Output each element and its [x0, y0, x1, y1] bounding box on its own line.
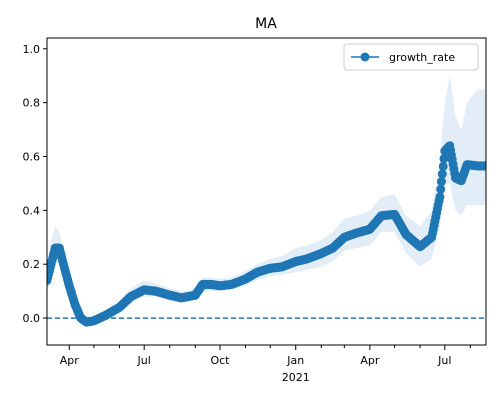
legend-dot-marker	[360, 52, 370, 62]
x-tick-label: Apr	[60, 354, 80, 367]
x-tick-label: Oct	[210, 354, 230, 367]
legend: growth_rate	[343, 43, 479, 71]
data-point	[439, 154, 449, 164]
chart-title: MA	[255, 16, 277, 32]
confidence-band	[47, 75, 486, 327]
plot-frame	[46, 37, 487, 346]
x-axis: Apr Jul Oct Jan Apr Jul 2021	[60, 345, 471, 384]
y-tick-label: 0.2	[23, 258, 41, 271]
x-tick-label: Jul	[437, 354, 451, 367]
y-tick-label: 0.8	[23, 97, 41, 110]
data-point	[436, 184, 446, 194]
y-tick-label: 0.4	[23, 204, 41, 217]
y-tick-label: 1.0	[23, 43, 41, 56]
x-year-label: 2021	[282, 371, 310, 384]
legend-box	[343, 43, 479, 71]
growth-rate-markers	[47, 141, 486, 327]
x-tick-label: Jan	[286, 354, 304, 367]
y-tick-label: 0.0	[23, 312, 41, 325]
plot-area	[46, 37, 487, 346]
data-point	[437, 177, 446, 187]
data-point	[435, 192, 445, 202]
data-point	[437, 169, 447, 179]
x-tick-label: Jul	[137, 354, 151, 367]
y-tick-label: 0.6	[23, 150, 41, 163]
data-point	[481, 161, 486, 171]
data-point	[438, 161, 448, 171]
y-axis: 0.0 0.2 0.4 0.6 0.8 1.0	[23, 43, 47, 325]
legend-entry-growth-rate: growth_rate	[389, 51, 455, 64]
x-tick-label: Apr	[360, 354, 380, 367]
